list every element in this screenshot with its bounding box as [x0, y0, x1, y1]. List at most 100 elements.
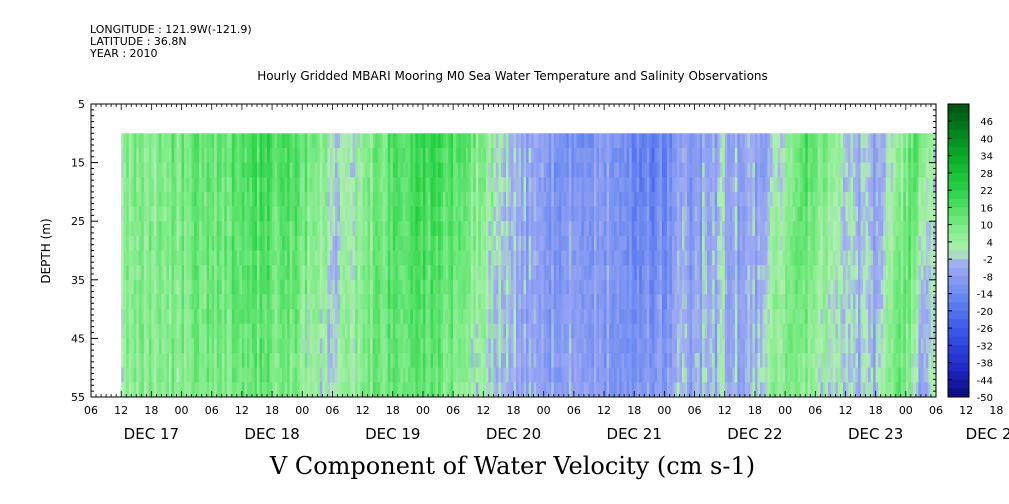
- heatmap-cell: [304, 367, 308, 383]
- heatmap-cell: [707, 221, 711, 237]
- heatmap-cell: [473, 191, 477, 207]
- heatmap-cell: [196, 353, 200, 369]
- heatmap-cell: [719, 338, 723, 354]
- heatmap-cell: [417, 294, 421, 310]
- heatmap-cell: [578, 191, 582, 207]
- heatmap-cell: [621, 221, 625, 237]
- heatmap-cell: [656, 206, 660, 222]
- heatmap-cell: [538, 177, 542, 193]
- heatmap-cell: [324, 367, 328, 383]
- heatmap-cell: [264, 162, 268, 178]
- heatmap-cell: [438, 177, 441, 193]
- heatmap-cell: [246, 353, 250, 369]
- heatmap-cell: [571, 235, 575, 251]
- heatmap-cell: [729, 338, 733, 354]
- heatmap-cell: [606, 235, 610, 251]
- heatmap-cell: [714, 250, 718, 266]
- heatmap-cell: [556, 206, 560, 222]
- heatmap-cell: [516, 162, 519, 178]
- heatmap-cell: [478, 279, 482, 295]
- heatmap-cell: [390, 250, 394, 266]
- heatmap-cell: [279, 294, 283, 310]
- heatmap-cell: [634, 235, 638, 251]
- heatmap-cell: [626, 147, 630, 163]
- heatmap-cell: [775, 323, 778, 339]
- heatmap-cell: [229, 382, 233, 398]
- heatmap-cell: [350, 323, 353, 339]
- heatmap-cell: [498, 177, 502, 193]
- heatmap-cell: [445, 250, 449, 266]
- heatmap-cell: [460, 265, 464, 281]
- heatmap-cell: [163, 367, 167, 383]
- heatmap-cell: [173, 133, 177, 149]
- heatmap-cell: [727, 294, 731, 310]
- heatmap-cell: [480, 147, 484, 163]
- heatmap-cell: [251, 206, 255, 222]
- heatmap-cell: [556, 382, 560, 398]
- heatmap-cell: [420, 162, 424, 178]
- heatmap-cell: [284, 323, 288, 339]
- heatmap-cell: [770, 323, 773, 339]
- heatmap-cell: [521, 235, 524, 251]
- heatmap-cell: [800, 191, 804, 207]
- heatmap-cell: [272, 177, 275, 193]
- heatmap-cell: [611, 294, 615, 310]
- heatmap-cell: [412, 191, 416, 207]
- heatmap-cell: [249, 279, 253, 295]
- heatmap-cell: [382, 367, 386, 383]
- heatmap-cell: [583, 221, 587, 237]
- heatmap-cell: [596, 162, 600, 178]
- heatmap-cell: [216, 162, 220, 178]
- heatmap-cell: [614, 133, 618, 149]
- heatmap-cell: [121, 367, 125, 383]
- heatmap-cell: [392, 133, 396, 149]
- heatmap-cell: [236, 177, 240, 193]
- heatmap-cell: [770, 294, 773, 310]
- heatmap-cell: [629, 279, 633, 295]
- heatmap-cell: [767, 221, 771, 237]
- heatmap-cell: [312, 147, 316, 163]
- heatmap-cell: [206, 294, 210, 310]
- heatmap-cell: [425, 191, 429, 207]
- heatmap-cell: [596, 338, 600, 354]
- heatmap-cell: [302, 177, 306, 193]
- heatmap-cell: [767, 309, 771, 325]
- heatmap-cell: [490, 250, 494, 266]
- heatmap-cell: [516, 279, 519, 295]
- heatmap-cell: [495, 338, 499, 354]
- heatmap-cell: [666, 191, 670, 207]
- heatmap-cell: [802, 133, 806, 149]
- heatmap-cell: [121, 382, 125, 398]
- heatmap-cell: [737, 250, 741, 266]
- heatmap-cell: [153, 221, 157, 237]
- heatmap-cell: [770, 338, 773, 354]
- heatmap-cell: [468, 265, 472, 281]
- heatmap-cell: [722, 133, 726, 149]
- heatmap-cell: [805, 177, 809, 193]
- heatmap-cell: [596, 294, 600, 310]
- heatmap-cell: [800, 235, 804, 251]
- heatmap-cell: [186, 294, 190, 310]
- heatmap-cell: [402, 206, 406, 222]
- heatmap-cell: [588, 279, 592, 295]
- heatmap-cell: [536, 338, 540, 354]
- heatmap-cell: [345, 279, 348, 295]
- heatmap-cell: [221, 294, 225, 310]
- heatmap-cell: [179, 133, 182, 149]
- heatmap-cell: [126, 147, 130, 163]
- heatmap-cell: [571, 367, 575, 383]
- heatmap-cell: [646, 323, 650, 339]
- heatmap-cell: [787, 147, 791, 163]
- heatmap-cell: [624, 235, 628, 251]
- heatmap-cell: [287, 206, 291, 222]
- heatmap-cell: [490, 133, 494, 149]
- heatmap-cell: [262, 250, 265, 266]
- heatmap-cell: [609, 294, 612, 310]
- heatmap-cell: [262, 177, 265, 193]
- heatmap-cell: [440, 279, 444, 295]
- heatmap-cell: [412, 177, 416, 193]
- heatmap-cell: [561, 279, 565, 295]
- heatmap-cell: [807, 265, 811, 281]
- heatmap-cell: [146, 382, 150, 398]
- heatmap-cell: [146, 338, 150, 354]
